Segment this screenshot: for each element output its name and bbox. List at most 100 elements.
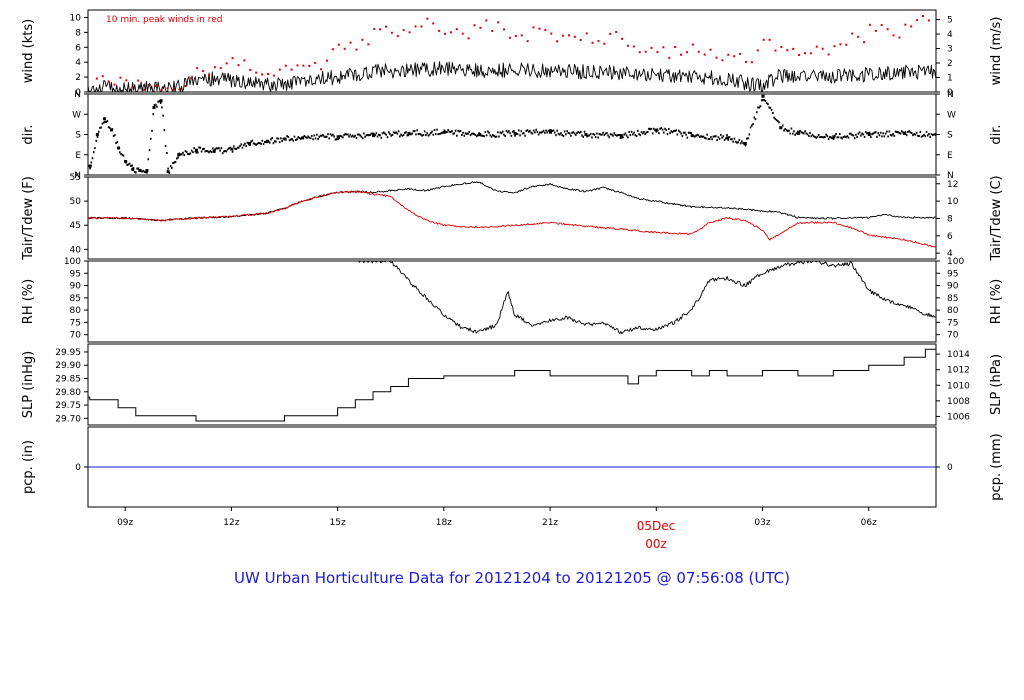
direction-point bbox=[99, 126, 101, 129]
direction-point bbox=[342, 136, 344, 139]
peak-wind-point bbox=[207, 74, 210, 77]
direction-point bbox=[526, 129, 529, 132]
y-tick-label: 90 bbox=[70, 282, 82, 292]
direction-point bbox=[106, 120, 109, 123]
direction-point bbox=[903, 131, 907, 135]
direction-point bbox=[617, 134, 619, 137]
direction-point bbox=[591, 136, 593, 139]
direction-point bbox=[493, 134, 495, 137]
direction-point bbox=[401, 134, 404, 137]
direction-point bbox=[696, 133, 699, 136]
direction-point bbox=[627, 136, 629, 139]
peak-wind-point bbox=[621, 37, 624, 40]
direction-point bbox=[863, 135, 866, 138]
direction-point bbox=[239, 144, 241, 147]
panel-temperature: 40 45 50 55 4 6 8 10 12 Tair/Tdew (F) Tair/Tdew (C… bbox=[21, 173, 1004, 262]
direction-point bbox=[619, 134, 623, 138]
direction-point bbox=[876, 135, 878, 138]
peak-wind-point bbox=[119, 76, 122, 79]
direction-point bbox=[738, 139, 741, 142]
direction-point bbox=[146, 171, 148, 174]
direction-point bbox=[556, 129, 559, 132]
direction-point bbox=[495, 135, 498, 138]
direction-point bbox=[634, 134, 637, 137]
y-tick-label: 55 bbox=[70, 173, 81, 183]
direction-point bbox=[470, 132, 473, 135]
direction-point bbox=[786, 130, 789, 133]
peak-wind-point bbox=[302, 64, 305, 67]
direction-point bbox=[396, 132, 399, 135]
direction-point bbox=[249, 144, 251, 147]
peak-wind-point bbox=[756, 49, 759, 52]
peak-wind-point bbox=[898, 36, 901, 39]
direction-point bbox=[301, 136, 305, 140]
direction-point bbox=[791, 132, 794, 135]
direction-point bbox=[822, 136, 825, 139]
peak-wind-point bbox=[815, 45, 818, 48]
direction-point bbox=[112, 134, 115, 137]
peak-wind-point bbox=[615, 30, 618, 33]
direction-point bbox=[262, 143, 265, 146]
peak-wind-point bbox=[786, 49, 789, 52]
direction-point bbox=[225, 150, 228, 153]
direction-point bbox=[275, 140, 277, 143]
peak-wind-point bbox=[485, 19, 488, 22]
direction-point bbox=[798, 130, 800, 133]
direction-point bbox=[273, 140, 276, 143]
direction-point bbox=[855, 133, 857, 136]
direction-point bbox=[925, 130, 928, 133]
panel-pressure: 29.70 29.75 29.80 29.85 29.90 29.95 1006 1008 10… bbox=[21, 343, 1004, 426]
direction-point bbox=[513, 131, 517, 135]
direction-point bbox=[318, 135, 321, 138]
direction-point bbox=[857, 132, 860, 135]
direction-point bbox=[361, 137, 364, 140]
direction-point bbox=[453, 132, 456, 135]
direction-point bbox=[743, 142, 747, 145]
direction-point bbox=[122, 154, 125, 157]
direction-point bbox=[309, 137, 312, 140]
direction-point bbox=[711, 138, 713, 141]
direction-point bbox=[369, 133, 371, 136]
peak-wind-point bbox=[544, 28, 547, 31]
direction-point bbox=[843, 135, 846, 138]
peak-wind-point bbox=[680, 53, 683, 56]
peak-wind-point bbox=[567, 34, 570, 37]
direction-point bbox=[320, 134, 323, 137]
direction-point bbox=[268, 141, 271, 144]
series-humidity-0 bbox=[355, 261, 936, 335]
direction-point bbox=[856, 135, 858, 138]
direction-point bbox=[905, 134, 908, 137]
peak-wind-point bbox=[685, 51, 688, 54]
peak-wind-point bbox=[497, 21, 500, 24]
direction-point bbox=[757, 106, 759, 109]
direction-point bbox=[138, 169, 142, 172]
direction-point bbox=[437, 133, 440, 136]
direction-point bbox=[224, 150, 226, 153]
direction-point bbox=[759, 105, 762, 108]
direction-point bbox=[163, 129, 166, 132]
direction-point bbox=[432, 133, 435, 136]
direction-point bbox=[817, 134, 820, 137]
direction-point bbox=[384, 132, 386, 135]
peak-wind-point bbox=[308, 64, 311, 67]
peak-wind-point bbox=[910, 25, 913, 28]
y-tick-label: 29.75 bbox=[55, 401, 81, 411]
direction-point bbox=[198, 146, 200, 149]
peak-wind-point bbox=[821, 47, 824, 50]
y-axis-label: SLP (inHg) bbox=[21, 351, 36, 419]
peak-wind-point bbox=[290, 68, 293, 71]
direction-point bbox=[628, 130, 630, 133]
direction-point bbox=[577, 130, 580, 133]
peak-wind-point bbox=[556, 40, 559, 43]
direction-point bbox=[851, 134, 853, 137]
x-tick-label: 15z bbox=[330, 518, 346, 528]
direction-point bbox=[676, 133, 679, 136]
peak-wind-point bbox=[656, 51, 659, 54]
direction-point bbox=[159, 102, 162, 105]
direction-point bbox=[847, 136, 850, 139]
y-tick-label-right: 80 bbox=[947, 306, 959, 316]
direction-point bbox=[581, 134, 583, 137]
direction-point bbox=[603, 134, 606, 137]
y-axis-label-right: RH (%) bbox=[989, 279, 1004, 324]
